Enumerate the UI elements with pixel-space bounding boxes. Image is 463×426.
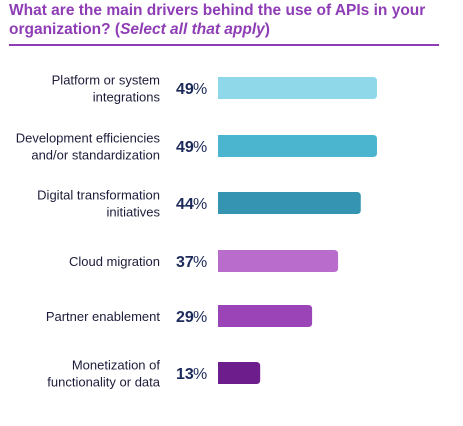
category-label-5-0: Monetization of xyxy=(72,358,161,373)
category-label-2-1: initiatives xyxy=(107,205,161,220)
value-label-2: 44 xyxy=(176,196,194,213)
bar-2 xyxy=(218,192,361,214)
bar-4 xyxy=(218,305,313,327)
value-label-3: 37 xyxy=(176,254,194,271)
title-divider xyxy=(9,44,439,46)
value-label-4: 29 xyxy=(176,309,194,326)
value-suffix-0: % xyxy=(193,81,207,98)
value-suffix-3: % xyxy=(193,254,207,271)
category-label-0-1: integrations xyxy=(93,90,161,105)
category-label-0-0: Platform or system xyxy=(52,73,160,88)
value-suffix-5: % xyxy=(193,366,207,383)
value-suffix-2: % xyxy=(193,196,207,213)
bar-5 xyxy=(218,362,261,384)
category-label-4-0: Partner enablement xyxy=(46,309,161,324)
value-label-0: 49 xyxy=(176,81,194,98)
bar-3 xyxy=(218,250,339,272)
category-label-3-0: Cloud migration xyxy=(69,254,160,269)
title-main: What are the main drivers behind the use… xyxy=(9,2,426,38)
value-suffix-1: % xyxy=(193,139,207,156)
title-close: ) xyxy=(264,21,270,38)
category-label-5-1: functionality or data xyxy=(47,375,161,390)
bar-0 xyxy=(218,77,377,99)
value-suffix-4: % xyxy=(193,309,207,326)
value-label-5: 13 xyxy=(176,366,194,383)
bar-1 xyxy=(218,135,377,157)
category-label-1-0: Development efficiencies xyxy=(16,131,161,146)
category-label-2-0: Digital transformation xyxy=(37,188,160,203)
value-label-1: 49 xyxy=(176,139,194,156)
chart-title: What are the main drivers behind the use… xyxy=(9,1,449,39)
title-sub: Select all that apply xyxy=(120,21,265,38)
category-label-1-1: and/or standardization xyxy=(31,148,160,163)
